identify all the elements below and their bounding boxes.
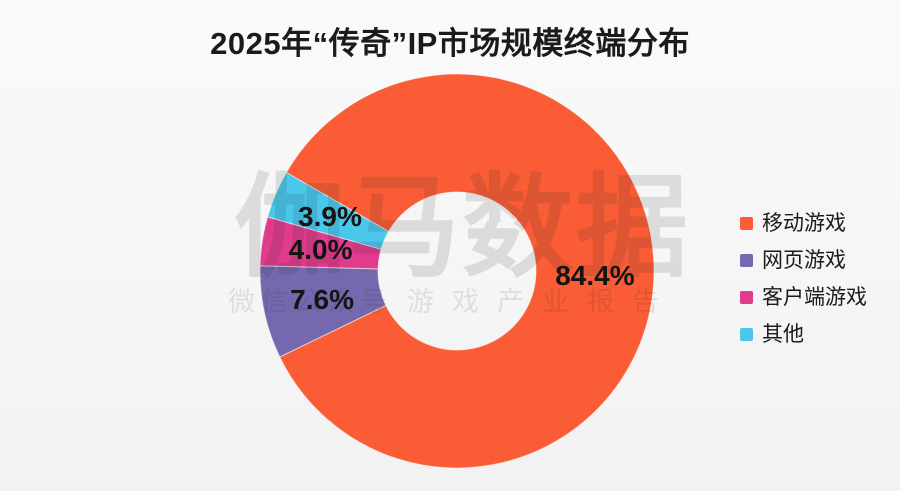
- legend-label-web-games: 网页游戏: [762, 248, 846, 272]
- legend-item-others: 其他: [740, 322, 867, 346]
- legend-item-client-games: 客户端游戏: [740, 285, 867, 309]
- chart-title: 2025年“传奇”IP市场规模终端分布: [210, 26, 690, 61]
- legend-swatch-client-games: [740, 290, 753, 304]
- pie-slice-3: [266, 171, 390, 250]
- legend-item-web-games: 网页游戏: [740, 248, 867, 272]
- slice-label-web-games: 7.6%: [290, 284, 355, 316]
- legend-swatch-others: [740, 327, 753, 341]
- legend-label-mobile-games: 移动游戏: [762, 211, 846, 235]
- legend-label-others: 其他: [762, 322, 804, 346]
- legend: 移动游戏 网页游戏 客户端游戏 其他: [740, 211, 867, 359]
- slice-label-mobile-games: 84.4%: [555, 259, 635, 291]
- legend-item-mobile-games: 移动游戏: [740, 211, 867, 235]
- slice-label-client-games: 4.0%: [288, 234, 353, 266]
- pie-slice-0: [279, 73, 655, 469]
- legend-label-client-games: 客户端游戏: [762, 285, 867, 309]
- slice-label-others: 3.9%: [298, 201, 362, 233]
- legend-swatch-mobile-games: [740, 216, 753, 230]
- legend-swatch-web-games: [740, 253, 753, 267]
